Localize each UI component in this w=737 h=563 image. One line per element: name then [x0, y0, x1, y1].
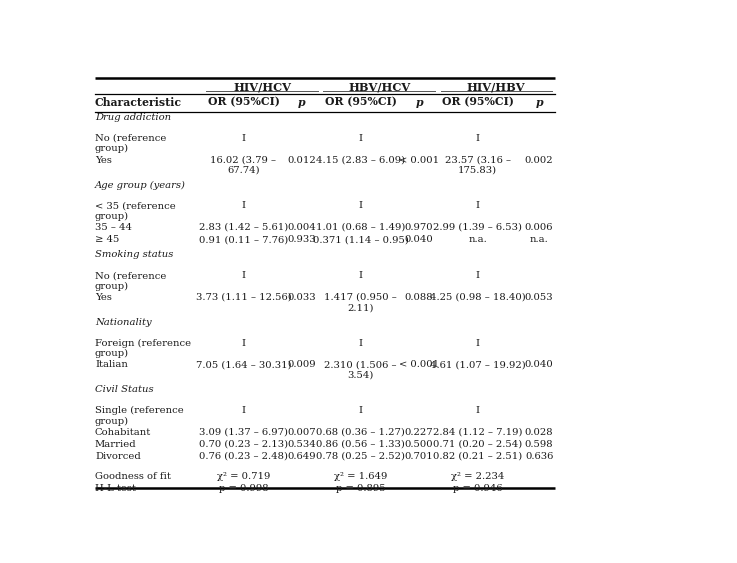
Text: Divorced: Divorced: [95, 452, 141, 461]
Text: Single (reference
group): Single (reference group): [95, 406, 184, 426]
Text: 0.701: 0.701: [405, 452, 433, 461]
Text: 0.033: 0.033: [287, 293, 316, 302]
Text: p: p: [298, 97, 306, 108]
Text: Italian: Italian: [95, 360, 128, 369]
Text: 0.534: 0.534: [287, 440, 316, 449]
Text: p = 0.895: p = 0.895: [336, 484, 385, 493]
Text: < 0.001: < 0.001: [399, 360, 439, 369]
Text: I: I: [475, 271, 480, 280]
Text: Smoking status: Smoking status: [95, 251, 173, 260]
Text: 2.99 (1.39 – 6.53): 2.99 (1.39 – 6.53): [433, 223, 523, 232]
Text: Drug addiction: Drug addiction: [95, 113, 171, 122]
Text: HBV/HCV: HBV/HCV: [348, 82, 411, 92]
Text: p = 0.998: p = 0.998: [219, 484, 268, 493]
Text: 0.002: 0.002: [525, 155, 553, 164]
Text: I: I: [242, 271, 245, 280]
Text: Foreign (reference
group): Foreign (reference group): [95, 339, 191, 359]
Text: OR (95%CI): OR (95%CI): [208, 97, 279, 108]
Text: I: I: [359, 134, 363, 143]
Text: 3.73 (1.11 – 12.56): 3.73 (1.11 – 12.56): [195, 293, 291, 302]
Text: 0.598: 0.598: [525, 440, 553, 449]
Text: < 0.001: < 0.001: [399, 155, 439, 164]
Text: 0.012: 0.012: [287, 155, 316, 164]
Text: 0.227: 0.227: [405, 428, 433, 437]
Text: I: I: [242, 134, 245, 143]
Text: I: I: [475, 406, 480, 415]
Text: 0.649: 0.649: [287, 452, 316, 461]
Text: 1.417 (0.950 –
2.11): 1.417 (0.950 – 2.11): [324, 293, 397, 312]
Text: 35 – 44: 35 – 44: [95, 223, 132, 232]
Text: 0.088: 0.088: [405, 293, 433, 302]
Text: No (reference
group): No (reference group): [95, 271, 167, 291]
Text: 4.15 (2.83 – 6.09): 4.15 (2.83 – 6.09): [316, 155, 405, 164]
Text: Age group (years): Age group (years): [95, 181, 186, 190]
Text: 0.009: 0.009: [287, 360, 316, 369]
Text: 0.636: 0.636: [525, 452, 553, 461]
Text: HIV/HBV: HIV/HBV: [467, 82, 525, 92]
Text: I: I: [242, 406, 245, 415]
Text: H-L test: H-L test: [95, 484, 136, 493]
Text: I: I: [475, 134, 480, 143]
Text: I: I: [359, 271, 363, 280]
Text: 0.91 (0.11 – 7.76): 0.91 (0.11 – 7.76): [199, 235, 288, 244]
Text: 0.70 (0.23 – 2.13): 0.70 (0.23 – 2.13): [199, 440, 288, 449]
Text: Married: Married: [95, 440, 136, 449]
Text: Cohabitant: Cohabitant: [95, 428, 151, 437]
Text: I: I: [475, 202, 480, 211]
Text: 3.09 (1.37 – 6.97): 3.09 (1.37 – 6.97): [199, 428, 288, 437]
Text: 2.310 (1.506 –
3.54): 2.310 (1.506 – 3.54): [324, 360, 397, 380]
Text: 0.82 (0.21 – 2.51): 0.82 (0.21 – 2.51): [433, 452, 523, 461]
Text: n.a.: n.a.: [468, 235, 487, 244]
Text: 2.84 (1.12 – 7.19): 2.84 (1.12 – 7.19): [433, 428, 523, 437]
Text: I: I: [242, 339, 245, 348]
Text: I: I: [359, 202, 363, 211]
Text: OR (95%CI): OR (95%CI): [441, 97, 514, 108]
Text: 0.71 (0.20 – 2.54): 0.71 (0.20 – 2.54): [433, 440, 523, 449]
Text: 0.040: 0.040: [525, 360, 553, 369]
Text: 0.040: 0.040: [405, 235, 433, 244]
Text: I: I: [475, 339, 480, 348]
Text: p: p: [416, 97, 423, 108]
Text: 0.68 (0.36 – 1.27): 0.68 (0.36 – 1.27): [316, 428, 405, 437]
Text: < 35 (reference
group): < 35 (reference group): [95, 202, 175, 221]
Text: 23.57 (3.16 –
175.83): 23.57 (3.16 – 175.83): [444, 155, 511, 175]
Text: 0.007: 0.007: [287, 428, 316, 437]
Text: 0.006: 0.006: [525, 223, 553, 232]
Text: p: p: [535, 97, 543, 108]
Text: No (reference
group): No (reference group): [95, 134, 167, 154]
Text: Civil Status: Civil Status: [95, 386, 153, 395]
Text: 0.933: 0.933: [287, 235, 316, 244]
Text: 0.500: 0.500: [405, 440, 433, 449]
Text: I: I: [242, 202, 245, 211]
Text: 1.01 (0.68 – 1.49): 1.01 (0.68 – 1.49): [316, 223, 405, 232]
Text: 0.76 (0.23 – 2.48): 0.76 (0.23 – 2.48): [199, 452, 288, 461]
Text: 0.371 (1.14 – 0.95): 0.371 (1.14 – 0.95): [312, 235, 408, 244]
Text: Characteristic: Characteristic: [95, 97, 182, 108]
Text: 0.004: 0.004: [287, 223, 316, 232]
Text: n.a.: n.a.: [530, 235, 548, 244]
Text: 0.053: 0.053: [525, 293, 553, 302]
Text: 0.78 (0.25 – 2.52): 0.78 (0.25 – 2.52): [316, 452, 405, 461]
Text: 0.86 (0.56 – 1.33): 0.86 (0.56 – 1.33): [316, 440, 405, 449]
Text: 0.970: 0.970: [405, 223, 433, 232]
Text: 0.028: 0.028: [525, 428, 553, 437]
Text: 4.61 (1.07 – 19.92): 4.61 (1.07 – 19.92): [430, 360, 525, 369]
Text: I: I: [359, 406, 363, 415]
Text: 16.02 (3.79 –
67.74): 16.02 (3.79 – 67.74): [211, 155, 276, 175]
Text: OR (95%CI): OR (95%CI): [324, 97, 397, 108]
Text: 4.25 (0.98 – 18.40): 4.25 (0.98 – 18.40): [430, 293, 525, 302]
Text: χ² = 1.649: χ² = 1.649: [334, 472, 387, 481]
Text: χ² = 0.719: χ² = 0.719: [217, 472, 270, 481]
Text: Nationality: Nationality: [95, 318, 152, 327]
Text: I: I: [359, 339, 363, 348]
Text: HIV/HCV: HIV/HCV: [233, 82, 291, 92]
Text: Goodness of fit: Goodness of fit: [95, 472, 171, 481]
Text: Yes: Yes: [95, 155, 112, 164]
Text: χ² = 2.234: χ² = 2.234: [451, 472, 504, 481]
Text: ≥ 45: ≥ 45: [95, 235, 119, 244]
Text: 2.83 (1.42 – 5.61): 2.83 (1.42 – 5.61): [199, 223, 288, 232]
Text: 7.05 (1.64 – 30.31): 7.05 (1.64 – 30.31): [196, 360, 291, 369]
Text: Yes: Yes: [95, 293, 112, 302]
Text: p = 0.946: p = 0.946: [453, 484, 503, 493]
